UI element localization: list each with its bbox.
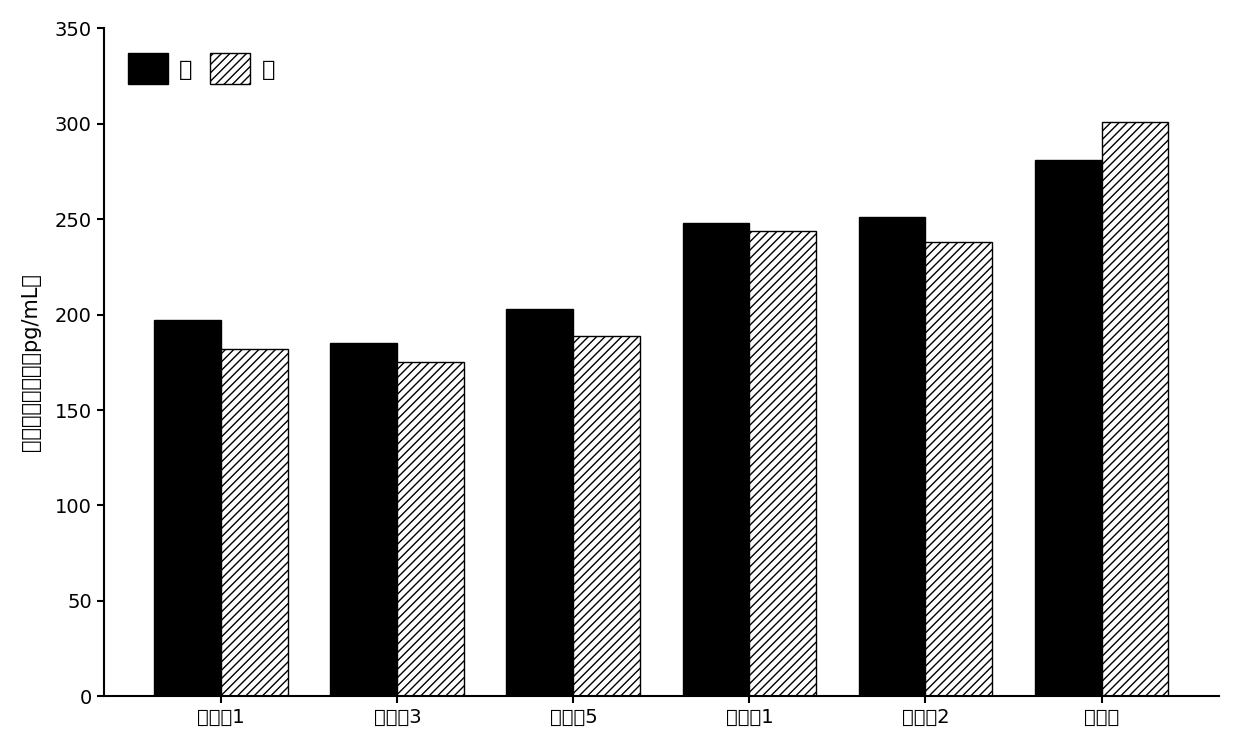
Bar [1034, 160, 1101, 696]
Bar [506, 309, 573, 696]
Bar [573, 336, 640, 696]
Bar [749, 230, 816, 696]
Bar [682, 223, 749, 696]
Bar [1101, 122, 1168, 696]
Bar [330, 343, 397, 696]
Bar [221, 349, 288, 696]
Bar [925, 242, 992, 696]
Y-axis label: 血清膜多肽浓度（pg/mL）: 血清膜多肽浓度（pg/mL） [21, 274, 41, 451]
Bar [397, 362, 464, 696]
Legend: 雄, 雌: 雄, 雌 [115, 40, 288, 97]
Bar [154, 320, 221, 696]
Bar [858, 217, 925, 696]
